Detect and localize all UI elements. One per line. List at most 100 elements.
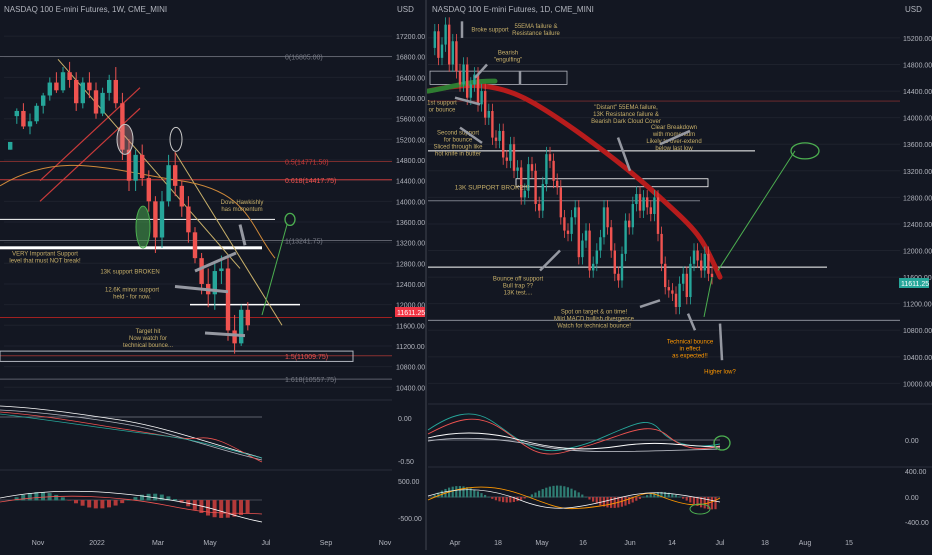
daily-candle — [498, 123, 501, 149]
weekly-price-tick: 14800.00 — [396, 158, 425, 165]
osc2-histogram-bar — [466, 487, 469, 498]
daily-candle — [480, 83, 483, 112]
osc1-tick: 0.00 — [398, 416, 412, 423]
weekly-candle — [179, 180, 184, 217]
osc2-histogram-bar — [674, 494, 677, 498]
weekly-price-tick: 10400.00 — [396, 385, 425, 392]
osc2-histogram-bar — [133, 497, 138, 501]
daily-candle — [505, 150, 508, 169]
osc2-histogram-bar — [523, 497, 526, 499]
weekly-candle — [107, 74, 112, 101]
daily-candle — [534, 163, 537, 212]
daily-candle — [563, 209, 566, 238]
daily-candle — [556, 173, 559, 195]
osc2-histogram-bar — [682, 497, 685, 499]
13k-box — [515, 178, 709, 188]
osc2-histogram-bar — [552, 485, 555, 498]
osc2-histogram-bar — [678, 496, 681, 498]
osc2-histogram-bar — [41, 492, 45, 501]
daily-candle — [703, 246, 706, 278]
weekly-price-tick: 16000.00 — [396, 96, 425, 103]
annotation-arrow — [194, 251, 237, 273]
weekly-chart-panel[interactable]: NASDAQ 100 E-mini Futures, 1W, CME_MINI … — [0, 5, 425, 547]
daily-candle — [444, 17, 447, 52]
osc2-histogram-bar — [87, 500, 92, 508]
daily-price-tag: 11611.25 — [899, 278, 929, 288]
daily-candle — [674, 286, 678, 315]
osc2-histogram-bar — [126, 499, 131, 501]
fib-label: 0.5(14771.50) — [285, 160, 329, 167]
osc2-tick: 400.00 — [905, 469, 927, 476]
weekly-levels — [0, 55, 392, 380]
annotation-arrow — [238, 224, 247, 246]
osc2-histogram-bar — [646, 495, 649, 498]
daily-price-tick: 14000.00 — [903, 116, 932, 123]
annotation-arrow — [454, 96, 481, 106]
osc2-histogram-bar — [437, 492, 440, 498]
osc2-histogram-bar — [570, 488, 573, 498]
daily-candle — [584, 223, 588, 248]
weekly-candle — [199, 252, 204, 295]
daily-x-label: May — [535, 540, 549, 547]
bounce-arrow — [703, 276, 713, 318]
weekly-price-tick: 12000.00 — [396, 303, 425, 310]
osc2-histogram-bar — [107, 500, 111, 508]
daily-candle — [433, 23, 436, 56]
target-ellipse — [284, 212, 296, 227]
osc1-tick: 0.00 — [905, 438, 919, 445]
daily-x-label: 18 — [494, 540, 502, 547]
osc2-tick: -500.00 — [398, 516, 422, 523]
osc2-histogram-bar — [703, 497, 706, 509]
target-ellipse — [790, 142, 820, 160]
daily-candle — [469, 77, 472, 106]
daily-x-label: 15 — [845, 540, 853, 547]
osc2-histogram-bar — [584, 496, 587, 498]
osc2-line-white — [427, 489, 721, 509]
daily-x-label: Apr — [450, 540, 462, 547]
daily-price-tick: 13600.00 — [903, 142, 932, 149]
daily-candle — [566, 223, 570, 242]
daily-candle — [509, 136, 512, 169]
annotation-spot-on-target: Spot on target & on time! Mild MACD bulli… — [554, 310, 635, 330]
osc2-histogram-bar — [120, 500, 125, 504]
daily-price-tick: 14400.00 — [903, 89, 932, 96]
annotation-clear-breakdown: Clear Breakdown with momentum Likely to ov… — [646, 125, 701, 152]
weekly-candle — [126, 139, 132, 192]
ema55-band — [425, 82, 723, 280]
weekly-candle — [133, 149, 138, 192]
osc2-histogram-bar — [67, 500, 72, 501]
osc2-histogram-bar — [100, 500, 105, 509]
weekly-x-label: Nov — [32, 540, 45, 547]
daily-candle — [656, 190, 660, 242]
daily-candle — [588, 223, 591, 278]
annotation-target-hit: Target hit Now watch for technical bounce.… — [123, 329, 173, 349]
projection-arrow — [717, 150, 796, 271]
daily-price-axis: 15200.00 14800.00 14400.00 14000.00 13600.00… — [903, 36, 932, 388]
daily-candle — [624, 213, 627, 262]
weekly-fib-labels: 0(16805.00) 0.5(14771.50) 0.618(14417.75) 1… — [285, 54, 336, 384]
osc2-histogram-bar — [473, 489, 476, 498]
daily-candle — [487, 103, 490, 125]
daily-x-label: Aug — [799, 540, 812, 547]
daily-candle — [689, 256, 692, 305]
osc1-line-gray — [427, 437, 721, 453]
daily-chart-panel[interactable]: NASDAQ 100 E-mini Futures, 1D, CME_MINI … — [425, 5, 932, 547]
fib-label: 1(13241.75) — [285, 239, 323, 246]
highlight-ellipse — [116, 123, 134, 155]
weekly-candles — [8, 61, 250, 354]
osc2-histogram-bar — [153, 493, 158, 501]
weekly-candle — [80, 77, 85, 109]
daily-x-label: 14 — [668, 540, 676, 547]
daily-oscillators: 0.00 400.00 0.00 -400.00 — [427, 403, 932, 527]
osc2-histogram-bar — [628, 497, 631, 505]
annotation-arrow — [718, 323, 724, 361]
osc2-histogram-bar — [696, 497, 699, 506]
weekly-price-tick: 13200.00 — [396, 241, 425, 248]
osc2-histogram-bar — [660, 491, 663, 498]
osc2-line-white — [0, 490, 263, 523]
weekly-candle — [74, 72, 79, 111]
osc2-histogram-bar — [54, 494, 59, 501]
daily-price-tick: 10000.00 — [903, 381, 932, 388]
weekly-candle — [27, 113, 33, 135]
